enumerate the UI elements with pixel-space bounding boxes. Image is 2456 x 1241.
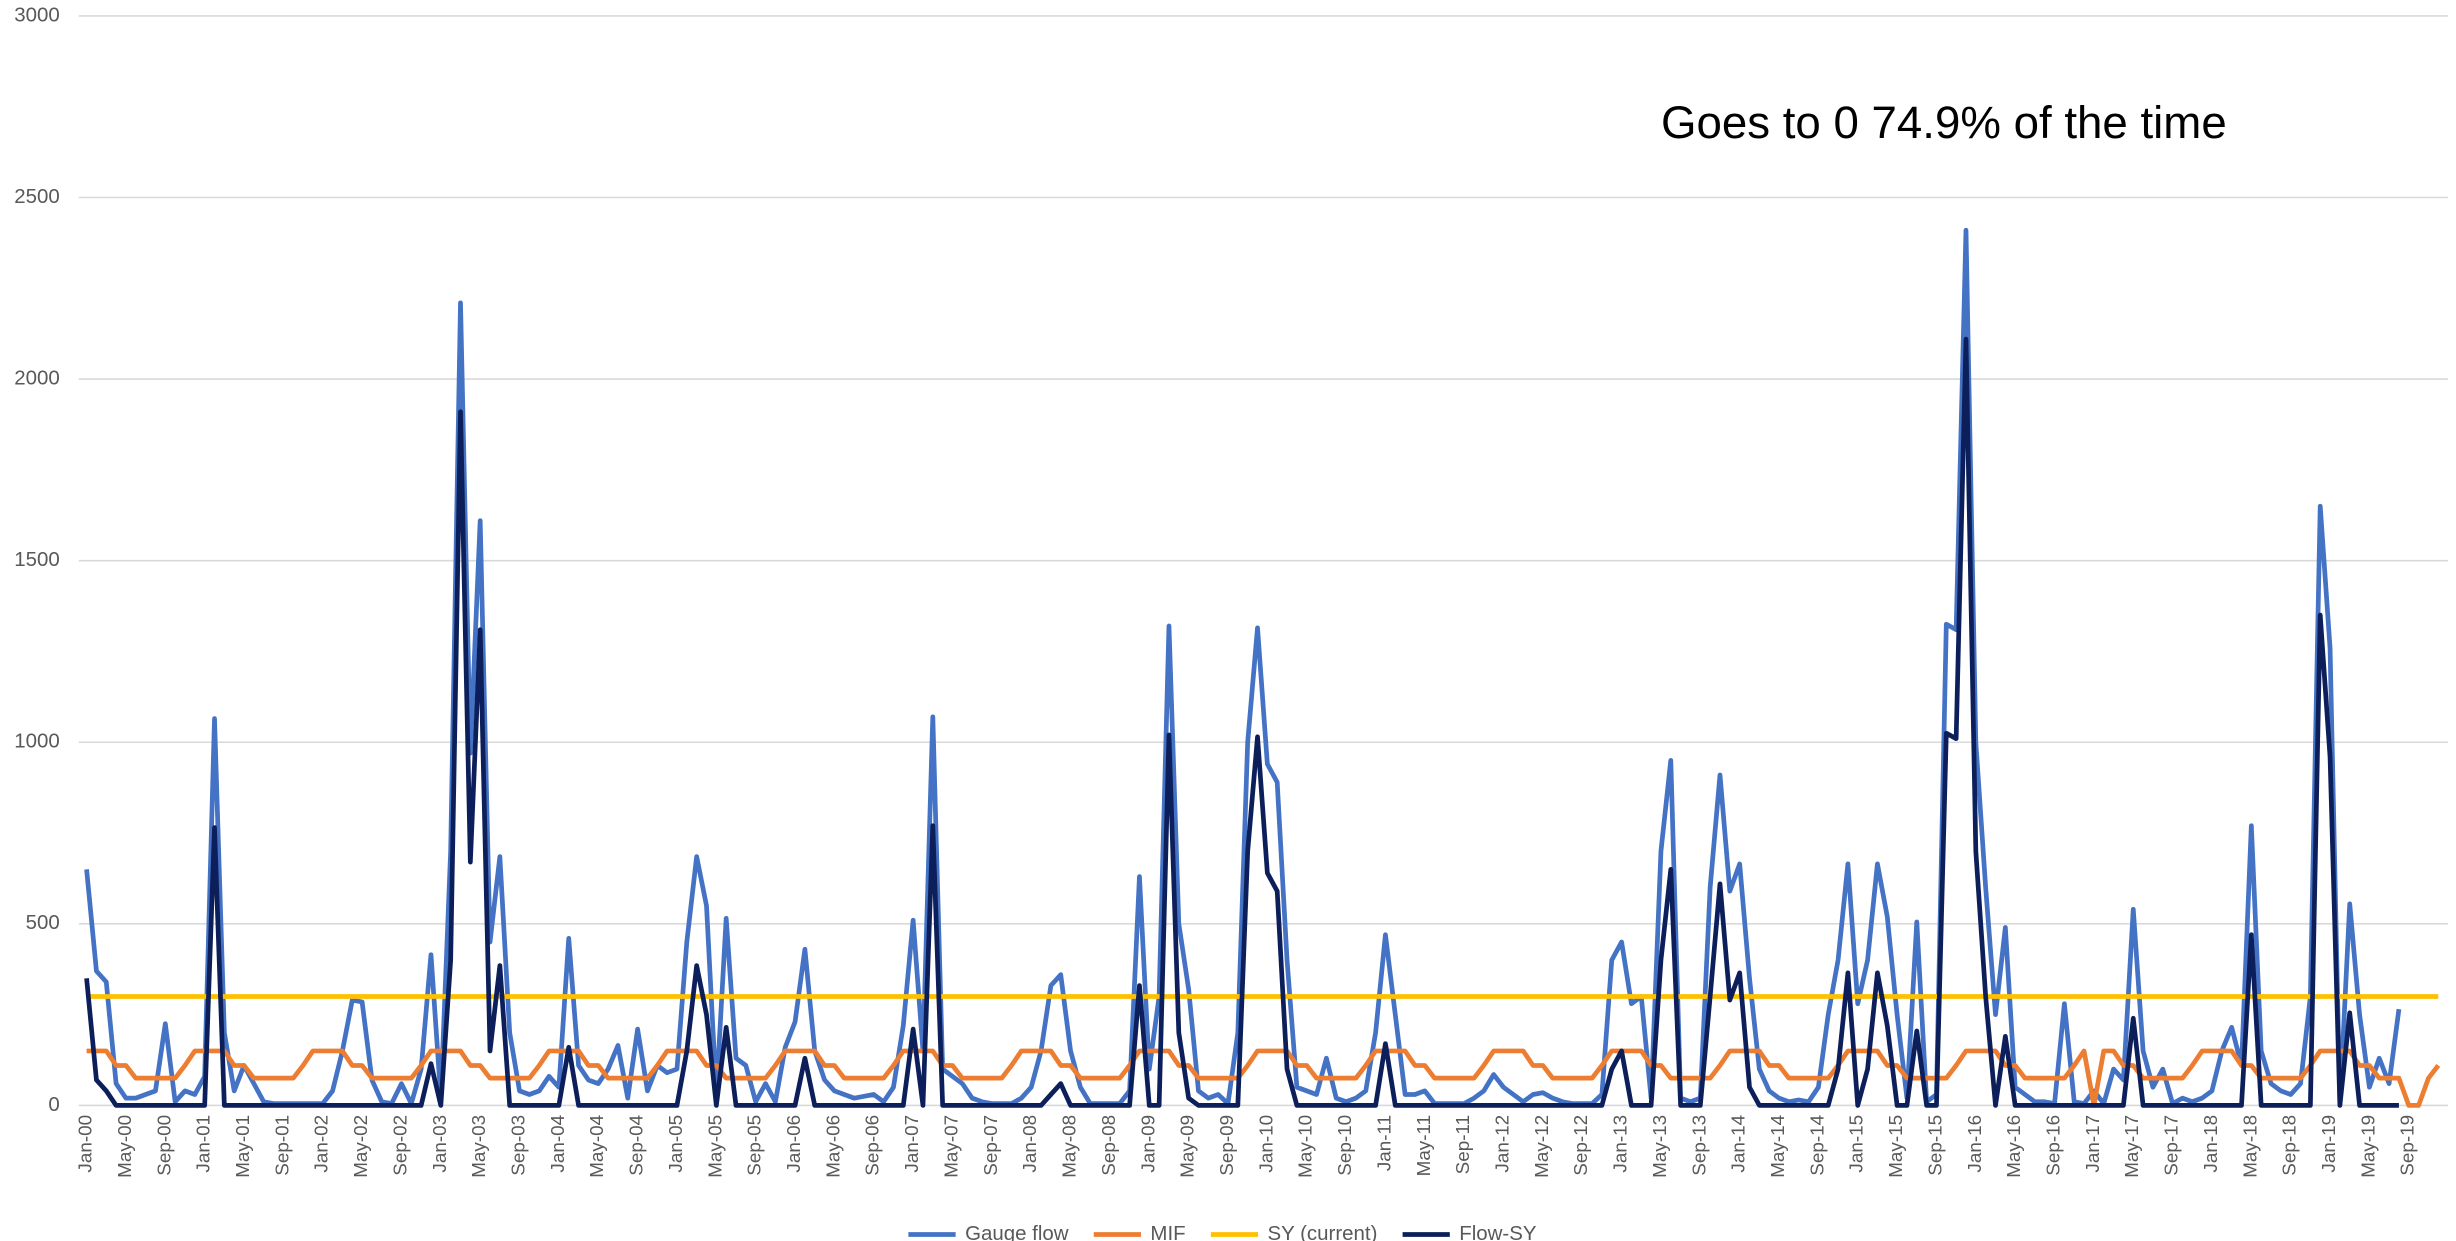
x-tick-label: Sep-10 [1335,1115,1356,1176]
x-tick-label: Sep-02 [390,1115,411,1176]
y-tick-label: 1500 [14,548,60,571]
x-tick-label: May-19 [2358,1115,2379,1178]
x-tick-label: Jan-08 [1020,1115,1041,1173]
x-tick-label: Jan-05 [666,1115,687,1173]
x-tick-label: Sep-15 [1925,1115,1946,1176]
x-tick-label: May-18 [2240,1115,2261,1178]
x-tick-label: Sep-18 [2280,1115,2301,1176]
x-tick-label: May-17 [2122,1115,2143,1178]
x-tick-label: May-15 [1886,1115,1907,1178]
y-tick-label: 2500 [14,185,60,208]
x-tick-label: Jan-14 [1729,1115,1750,1173]
x-tick-label: Jan-09 [1138,1115,1159,1173]
x-tick-label: Sep-05 [745,1115,766,1176]
x-tick-label: May-01 [233,1115,254,1178]
x-tick-label: May-11 [1414,1115,1435,1177]
x-tick-label: Jan-06 [784,1115,805,1173]
x-tick-label: May-04 [587,1115,608,1178]
x-tick-label: Jan-18 [2201,1115,2222,1173]
x-tick-label: Sep-08 [1099,1115,1120,1176]
y-tick-label: 1000 [14,730,60,753]
x-tick-label: May-09 [1178,1115,1199,1178]
x-tick-label: Sep-14 [1807,1115,1828,1176]
x-tick-label: May-03 [469,1115,490,1178]
x-tick-label: Jan-11 [1374,1115,1395,1171]
x-tick-label: Jan-16 [1965,1115,1986,1173]
series-line [84,336,2399,1108]
x-tick-label: Jan-02 [312,1115,333,1173]
x-tick-label: Jan-15 [1847,1115,1868,1173]
x-tick-label: Sep-16 [2044,1115,2065,1176]
x-tick-label: Jan-17 [2083,1115,2104,1173]
x-tick-label: Sep-19 [2398,1115,2419,1176]
x-tick-label: May-13 [1650,1115,1671,1178]
x-tick-label: Sep-12 [1571,1115,1592,1176]
x-tick-label: Jan-10 [1256,1115,1277,1173]
x-tick-label: Jan-00 [76,1115,97,1173]
legend-label: MIF [1150,1222,1185,1241]
x-tick-label: Sep-04 [627,1115,648,1176]
x-tick-label: May-07 [941,1115,962,1178]
x-tick-label: Sep-11 [1453,1115,1474,1174]
x-tick-label: May-05 [705,1115,726,1178]
x-tick-label: May-16 [2004,1115,2025,1178]
x-tick-label: Jan-13 [1611,1115,1632,1173]
x-tick-label: Sep-07 [981,1115,1002,1176]
y-tick-label: 500 [26,911,60,934]
x-tick-label: May-08 [1060,1115,1081,1178]
x-tick-label: Sep-17 [2162,1115,2183,1176]
x-tick-label: May-12 [1532,1115,1553,1178]
x-tick-label: Jan-07 [902,1115,923,1173]
x-tick-label: Sep-01 [272,1115,293,1176]
x-tick-label: Sep-00 [154,1115,175,1176]
x-tick-label: Jan-19 [2319,1115,2340,1173]
x-tick-label: Jan-12 [1492,1115,1513,1173]
x-tick-label: May-02 [351,1115,372,1178]
x-tick-label: Sep-03 [509,1115,530,1176]
x-tick-label: Sep-13 [1689,1115,1710,1176]
y-tick-label: 2000 [14,367,60,390]
x-tick-label: Sep-06 [863,1115,884,1176]
x-tick-label: Jan-01 [194,1115,215,1173]
x-tick-label: Sep-09 [1217,1115,1238,1176]
series-line [84,227,2402,1106]
legend-label: Flow-SY [1459,1222,1537,1241]
x-tick-label: May-06 [823,1115,844,1178]
x-tick-label: May-00 [115,1115,136,1178]
x-tick-label: Jan-03 [430,1115,451,1173]
legend-label: Gauge flow [965,1222,1069,1241]
series-line [86,1048,2441,1108]
x-tick-label: May-10 [1296,1115,1317,1178]
y-tick-label: 0 [48,1093,59,1116]
legend-label: SY (current) [1268,1222,1378,1241]
y-tick-label: 3000 [14,3,60,26]
x-tick-label: Jan-04 [548,1115,569,1173]
annotation: Goes to 0 74.9% of the time [1661,97,2227,148]
x-tick-label: May-14 [1768,1115,1789,1178]
